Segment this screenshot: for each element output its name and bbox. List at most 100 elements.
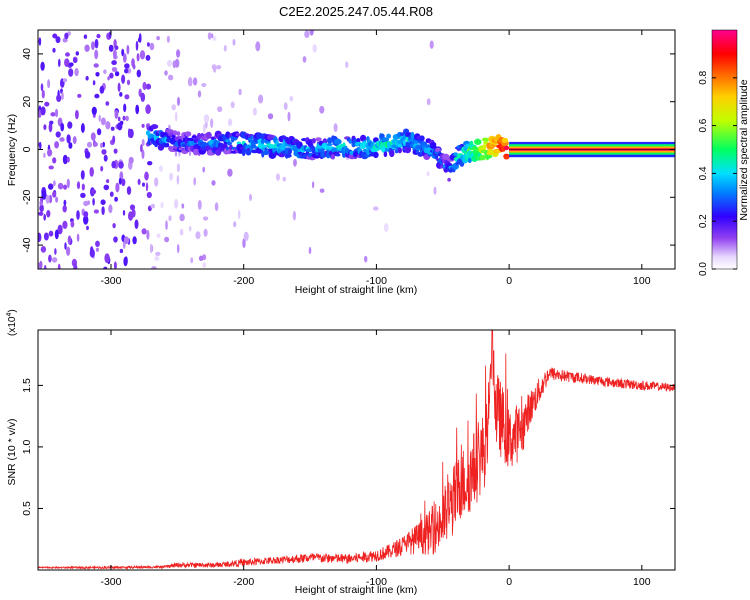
spectrogram-noise-speck (86, 225, 89, 231)
spectrogram-noise-speck (41, 89, 45, 99)
spectrogram-noise-speck (68, 62, 74, 67)
snr-x-tick-label: 100 (633, 576, 651, 588)
spectrogram-y-ticks: -40 -20 0 20 40 (21, 48, 675, 253)
snr-scale-exponent: 4 (6, 313, 13, 317)
spectrogram-ridge-blob (284, 153, 292, 158)
spectrogram-x-tick-label: 100 (633, 275, 651, 287)
spectrogram-noise-speck (108, 44, 114, 52)
spectrogram-noise-speck (100, 117, 106, 126)
snr-x-tick-label: 0 (506, 576, 512, 588)
spectrogram-noise-speck (145, 54, 151, 61)
snr-x-tick-label: -200 (233, 576, 254, 588)
spectrogram-noise-speck (142, 182, 145, 187)
spectrogram-noise-speck (84, 151, 91, 159)
spectrogram-ridge-blob (333, 138, 342, 145)
spectrogram-ridge-blob (397, 147, 402, 154)
spectrogram-noise-speck (202, 262, 207, 268)
spectrogram-noise-speck (43, 232, 49, 241)
spectrogram-noise-speck (52, 47, 56, 53)
spectrogram-ridge-blob (402, 139, 407, 147)
spectrogram-noise-speck (113, 236, 118, 243)
spectrogram-noise-speck (53, 180, 56, 187)
spectrogram-noise-speck (57, 182, 64, 190)
spectrogram-noise-speck (40, 106, 46, 116)
spectrogram-y-tick-label: -20 (21, 190, 33, 205)
spectrogram-ridge-blob (260, 138, 265, 144)
spectrogram-noise-speck (48, 122, 53, 133)
spectrogram-noise-speck (102, 141, 105, 148)
spectrogram-ridge-blob (482, 144, 487, 149)
spectrogram-noise-speck (164, 70, 168, 76)
spectrogram-noise-speck (177, 96, 180, 106)
spectrogram-ridge-blob (275, 140, 279, 145)
spectrogram-noise-speck (160, 201, 164, 209)
spectrogram-noise-speck (114, 109, 119, 119)
spectrogram-ridge-blob (273, 143, 278, 149)
spectrogram-noise-speck (39, 204, 44, 213)
spectrogram-noise-speck (112, 135, 116, 144)
spectrogram-noise-speck (89, 248, 95, 258)
spectrogram-noise-speck (39, 141, 42, 150)
spectrogram-noise-speck (104, 253, 110, 264)
spectrogram-noise-speck (95, 240, 100, 247)
spectrogram-noise-speck (252, 107, 257, 116)
colorbar-tick-label: 0.2 (698, 214, 709, 228)
spectrogram-noise-speck (258, 94, 264, 104)
spectrogram-ridge-blob (205, 131, 212, 139)
spectrogram-noise-speck (192, 77, 198, 86)
snr-scale-base: (x10 (7, 316, 18, 336)
spectrogram-noise-speck (373, 206, 379, 211)
spectrogram-noise-speck (135, 40, 139, 51)
spectrogram-noise-speck (125, 115, 129, 122)
spectrogram-noise-speck (151, 266, 157, 269)
spectrogram-noise-speck (66, 156, 70, 163)
spectrogram-noise-speck (74, 68, 79, 77)
spectrogram-ridge-blob (479, 154, 486, 161)
spectrogram-noise-speck (141, 149, 145, 159)
spectrogram-noise-speck (43, 124, 47, 130)
spectrogram-noise-speck (63, 184, 68, 190)
colorbar (711, 29, 738, 270)
spectrogram-x-tick-label: -100 (366, 275, 387, 287)
spectrogram-noise-speck (123, 103, 127, 113)
spectrogram-noise-speck (46, 210, 51, 218)
spectrogram-noise-speck (207, 32, 212, 40)
spectrogram-noise-speck (141, 228, 147, 235)
spectrogram-ridge-blob (447, 177, 451, 182)
spectrogram-noise-speck (101, 149, 107, 155)
spectrogram-noise-speck (181, 203, 185, 209)
spectrogram-noise-speck (233, 221, 237, 228)
spectrogram-noise-speck (118, 177, 122, 185)
spectrogram-noise-speck (62, 205, 67, 213)
spectrogram-noise-speck (227, 118, 233, 127)
spectrogram-noise-speck (83, 200, 89, 207)
spectrogram-ridge-blob (373, 151, 379, 159)
spectrogram-noise-speck (249, 193, 252, 201)
spectrogram-noise-speck (109, 72, 114, 79)
spectrogram-noise-speck (43, 264, 47, 269)
colorbar-tick-label: 0.8 (698, 70, 709, 84)
spectrogram-noise-speck (54, 108, 59, 118)
spectrogram-noise-speck (105, 121, 111, 130)
spectrogram-noise-speck (223, 45, 227, 52)
spectrogram-noise-speck (147, 161, 153, 166)
spectrogram-ridge-blob (430, 142, 437, 147)
spectrogram-noise-speck (230, 101, 235, 109)
spectrogram-noise-speck (426, 98, 431, 106)
spectrogram-noise-speck (66, 134, 71, 144)
spectrogram-noise-speck (176, 244, 180, 254)
spectrogram-noise-speck (123, 236, 130, 244)
spectrogram-noise-speck (92, 80, 96, 86)
spectrogram-noise-speck (109, 191, 114, 197)
spectrogram-noise-speck (103, 266, 108, 269)
spectrogram-noise-speck (292, 210, 296, 221)
spectrogram-noise-speck (124, 94, 130, 100)
spectrogram-noise-speck (156, 233, 161, 238)
spectrogram-noise-speck (159, 165, 163, 172)
spectrogram-ridge-blob (288, 149, 292, 155)
spectrogram-noise-speck (142, 81, 147, 91)
spectrogram-noise-speck (96, 128, 102, 136)
spectrogram-noise-speck (121, 178, 126, 187)
spectrogram-noise-speck (90, 189, 97, 195)
spectrogram-noise-speck (95, 72, 100, 77)
